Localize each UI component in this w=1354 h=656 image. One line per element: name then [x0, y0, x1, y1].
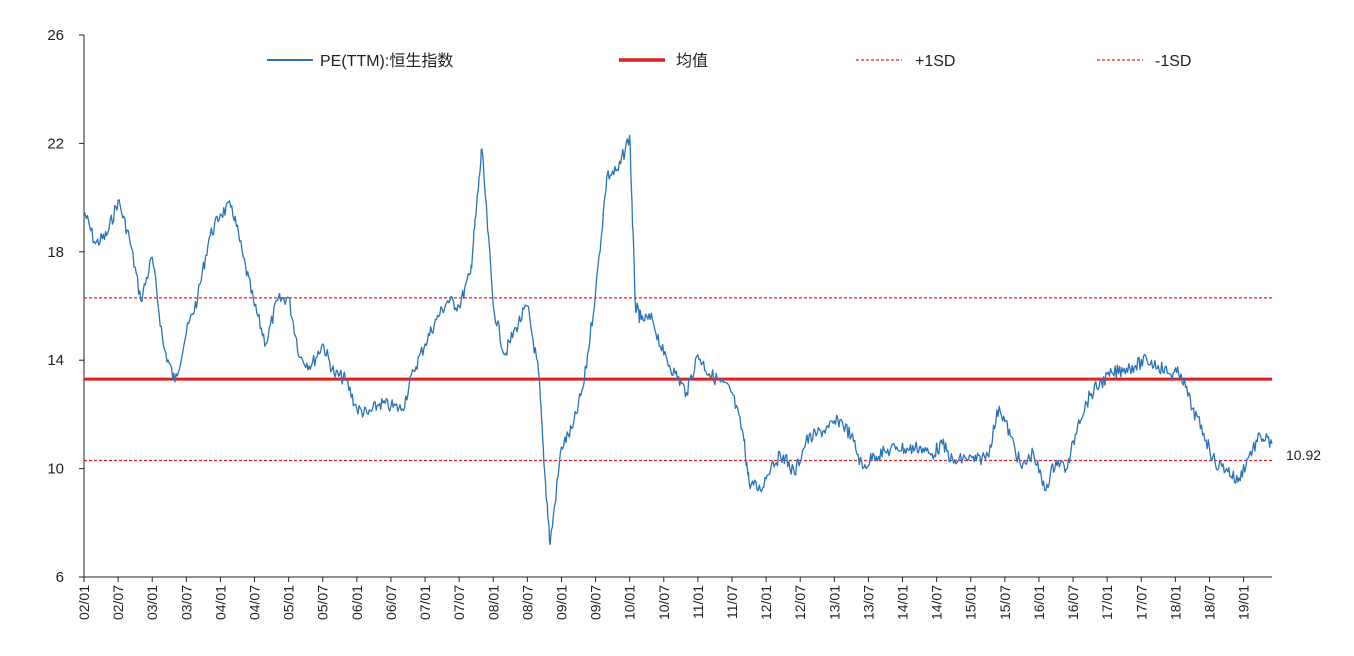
x-tick-label: 08/07 — [519, 585, 535, 620]
y-tick-label: 26 — [47, 27, 64, 44]
x-tick-label: 18/07 — [1201, 585, 1217, 620]
legend: PE(TTM):恒生指数 均值 +1SD -1SD — [267, 52, 1191, 70]
legend-label: PE(TTM):恒生指数 — [320, 52, 453, 70]
x-tick-label: 16/01 — [1031, 585, 1047, 620]
x-tick-label: 07/01 — [417, 585, 433, 620]
x-tick-label: 03/07 — [178, 585, 194, 620]
x-tick-label: 19/01 — [1236, 585, 1252, 620]
x-tick-label: 07/07 — [451, 585, 467, 620]
x-tick-label: 06/07 — [383, 585, 399, 620]
x-tick-label: 08/01 — [485, 585, 501, 620]
pe-series-line — [83, 134, 1273, 546]
y-tick-label: 22 — [47, 135, 64, 152]
x-tick-label: 15/07 — [997, 585, 1013, 620]
x-tick-label: 12/07 — [792, 585, 808, 620]
x-tick-label: 02/07 — [110, 585, 126, 620]
legend-label: -1SD — [1155, 53, 1191, 70]
x-tick-label: 03/01 — [144, 585, 160, 620]
x-tick-label: 09/07 — [588, 585, 604, 620]
pe-series-layer — [83, 134, 1273, 546]
y-axis: 6 10 14 18 22 26 — [47, 27, 85, 586]
x-tick-label: 04/07 — [247, 585, 263, 620]
x-tick-label: 06/01 — [349, 585, 365, 620]
x-tick-label: 12/01 — [758, 585, 774, 620]
x-tick-label: 14/01 — [895, 585, 911, 620]
x-tick-label: 18/01 — [1167, 585, 1183, 620]
y-tick-label: 6 — [56, 569, 64, 586]
x-tick-label: 17/07 — [1133, 585, 1149, 620]
x-tick-label: 10/07 — [656, 585, 672, 620]
x-axis: 02/01 02/07 03/01 03/07 04/01 04/07 05/01 05/07… — [76, 576, 1272, 620]
x-tick-label: 13/07 — [860, 585, 876, 620]
x-tick-label: 15/01 — [963, 585, 979, 620]
end-value-label: 10.92 — [1286, 447, 1321, 463]
x-tick-label: 02/01 — [76, 585, 92, 620]
x-tick-label: 05/01 — [281, 585, 297, 620]
x-tick-label: 10/01 — [622, 585, 638, 620]
x-tick-label: 11/01 — [690, 585, 706, 619]
legend-label: 均值 — [676, 52, 708, 70]
x-tick-label: 04/01 — [212, 585, 228, 620]
x-tick-label: 17/01 — [1099, 585, 1115, 620]
x-tick-label: 05/07 — [315, 585, 331, 620]
legend-label: +1SD — [915, 53, 955, 70]
y-tick-label: 10 — [47, 461, 64, 478]
x-tick-label: 14/07 — [929, 585, 945, 620]
x-tick-label: 13/01 — [826, 585, 842, 620]
x-tick-label: 11/07 — [724, 585, 740, 619]
x-tick-label: 09/01 — [553, 585, 569, 620]
x-tick-label: 16/07 — [1065, 585, 1081, 620]
y-tick-label: 18 — [47, 244, 64, 261]
y-tick-label: 14 — [47, 352, 64, 369]
